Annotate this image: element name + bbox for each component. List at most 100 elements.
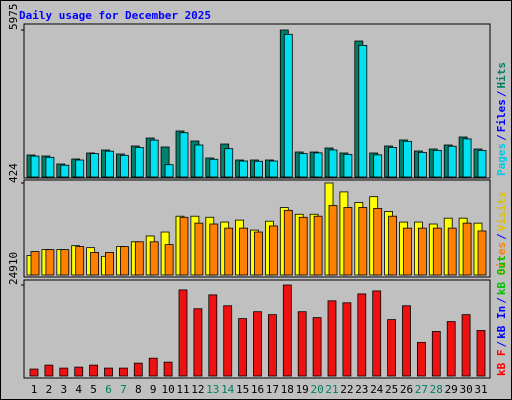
bar	[343, 153, 353, 178]
bar	[194, 144, 204, 178]
bar	[253, 311, 262, 377]
bar	[373, 154, 383, 178]
bar	[104, 367, 113, 377]
legend-entry: Sites	[495, 242, 508, 275]
bar	[298, 216, 308, 276]
bar	[60, 164, 70, 178]
bar	[208, 294, 218, 377]
bar	[328, 205, 338, 276]
bar	[254, 231, 263, 276]
bar	[178, 289, 188, 377]
x-tick-label: 7	[120, 383, 127, 396]
bar	[477, 230, 487, 276]
x-tick-label: 1	[31, 383, 38, 396]
legend-entry: Pages	[495, 143, 508, 176]
bar	[239, 160, 249, 178]
bar	[149, 241, 159, 276]
bar	[105, 150, 114, 178]
bar	[282, 284, 292, 377]
bar	[267, 314, 277, 377]
bar	[105, 252, 114, 276]
bar	[164, 244, 174, 276]
bar	[268, 225, 278, 276]
bar	[254, 160, 263, 178]
x-tick-label: 3	[60, 383, 67, 396]
x-tick-label: 10	[161, 383, 174, 396]
bar	[75, 159, 85, 178]
bar	[358, 207, 368, 276]
bar	[446, 321, 456, 377]
bar	[90, 252, 99, 276]
x-tick-label: 13	[206, 383, 219, 396]
legend: Sites /Visits	[495, 192, 508, 276]
legend: Pages/Files/Hits	[495, 62, 508, 176]
bar	[120, 246, 129, 276]
bar	[268, 160, 278, 178]
bar	[238, 318, 248, 377]
bar	[327, 300, 337, 377]
x-tick-label: 15	[236, 383, 249, 396]
bar	[313, 215, 323, 276]
bar	[134, 147, 144, 178]
bar	[388, 147, 398, 178]
bar	[149, 139, 159, 178]
bar	[373, 207, 383, 276]
bar	[343, 207, 353, 276]
legend-entry: Hits	[495, 62, 508, 89]
x-tick-label: 20	[310, 383, 323, 396]
bar	[476, 330, 486, 377]
bar	[462, 222, 472, 276]
bar	[29, 368, 39, 377]
bar	[297, 311, 307, 377]
x-tick-label: 28	[430, 383, 443, 396]
bar	[328, 149, 338, 178]
bar	[224, 227, 234, 276]
bar	[60, 249, 70, 276]
bar	[134, 241, 144, 276]
bar	[432, 227, 442, 276]
x-tick-label: 11	[176, 383, 189, 396]
bar	[417, 227, 427, 276]
bar	[402, 305, 411, 377]
bar	[403, 140, 412, 178]
bar	[164, 164, 174, 178]
x-tick-label: 2	[46, 383, 53, 396]
x-tick-label: 31	[474, 383, 487, 396]
x-tick-label: 25	[385, 383, 398, 396]
bar	[90, 153, 99, 178]
legend-entry: kB Out	[495, 255, 508, 295]
bar	[358, 44, 368, 178]
bar	[209, 158, 219, 178]
bar	[30, 251, 40, 276]
legend-entry: /	[495, 341, 508, 348]
bar	[312, 317, 322, 377]
bar	[148, 357, 158, 377]
bar	[342, 302, 352, 377]
x-tick-label: 9	[150, 383, 157, 396]
bar	[74, 366, 84, 377]
bar	[388, 215, 398, 276]
bar	[416, 341, 426, 377]
bar	[223, 305, 233, 377]
bar	[119, 367, 128, 377]
legend-entry: /	[495, 90, 508, 97]
chart-title: Daily usage for December 2025	[19, 9, 211, 22]
bar	[44, 364, 54, 377]
bar	[194, 222, 204, 276]
legend-entry: /	[495, 134, 508, 141]
bar	[447, 145, 457, 178]
bar	[193, 308, 203, 377]
x-tick-label: 19	[296, 383, 309, 396]
x-tick-label: 14	[221, 383, 235, 396]
bar	[163, 361, 173, 377]
x-tick-label: 5	[90, 383, 97, 396]
bar	[75, 246, 85, 276]
bar	[462, 138, 472, 178]
y-tick-label: 24910	[7, 252, 20, 285]
bar	[179, 216, 189, 276]
bar	[477, 150, 487, 178]
bar	[120, 154, 129, 178]
bar	[224, 148, 234, 178]
bar	[403, 227, 412, 276]
